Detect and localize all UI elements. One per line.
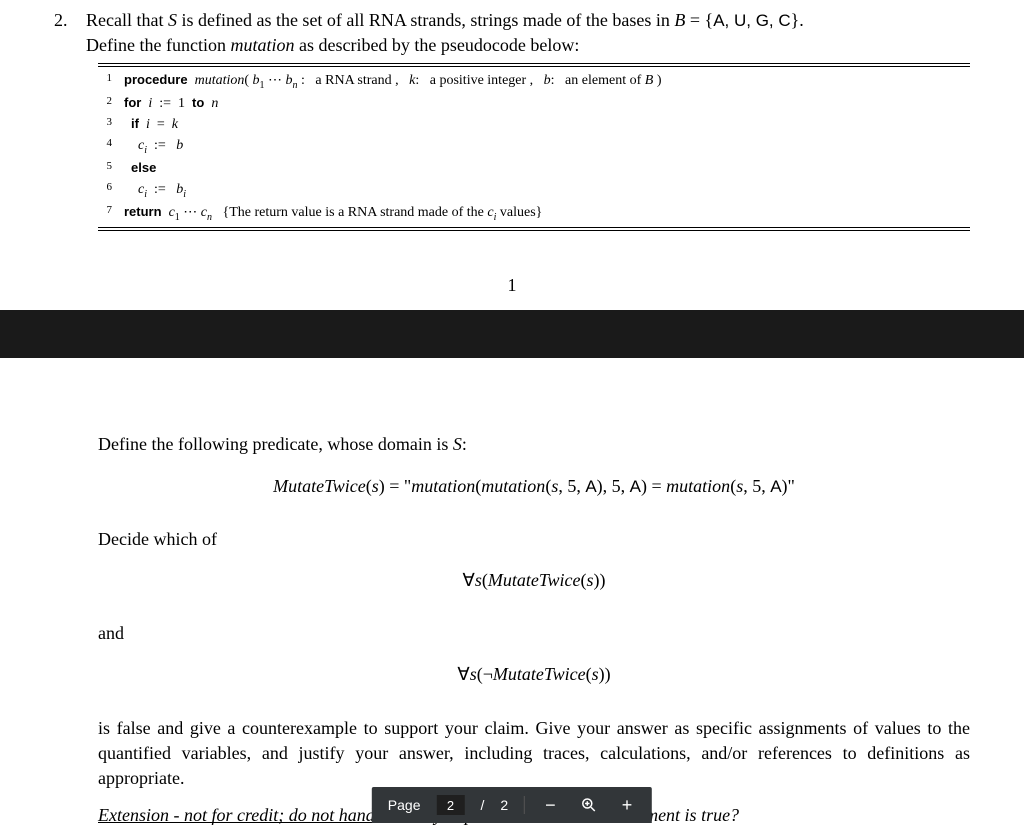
- line-number: 5: [98, 158, 124, 179]
- line-number: 1: [98, 70, 124, 93]
- q-close: }.: [791, 10, 804, 30]
- decide-text: Decide which of: [98, 527, 970, 552]
- toolbar-divider: [524, 796, 525, 814]
- pseudocode-block: 1procedure mutation( b1 ⋯ bn : a RNA str…: [98, 63, 970, 231]
- code-body: return c1 ⋯ cn {The return value is a RN…: [124, 202, 542, 225]
- question-header: 2. Recall that S is defined as the set o…: [54, 8, 970, 57]
- code-body: if i = k: [124, 114, 178, 135]
- q-S: S: [168, 10, 177, 30]
- predicate-equation: MutateTwice(s) = "mutation(mutation(s, 5…: [98, 474, 970, 499]
- line-number: 3: [98, 114, 124, 135]
- justify-text: is false and give a counterexample to su…: [98, 716, 970, 792]
- line-number: 7: [98, 202, 124, 225]
- code-line: 1procedure mutation( b1 ⋯ bn : a RNA str…: [98, 70, 970, 93]
- predicate-intro: Define the following predicate, whose do…: [98, 432, 970, 457]
- q-line2-a: Define the function: [86, 35, 230, 55]
- line-number: 2: [98, 93, 124, 114]
- pred-intro-a: Define the following predicate, whose do…: [98, 434, 453, 454]
- code-line: 4 ci := b: [98, 135, 970, 158]
- pred-intro-S: S: [453, 434, 462, 454]
- code-body: ci := b: [124, 135, 183, 158]
- forall-1: ∀s(MutateTwice(s)): [98, 568, 970, 593]
- code-line: 6 ci := bi: [98, 179, 970, 202]
- page-number-top: 1: [54, 275, 970, 296]
- question-number: 2.: [54, 8, 76, 57]
- line-number: 6: [98, 179, 124, 202]
- pred-intro-b: :: [462, 434, 467, 454]
- page-number-input[interactable]: [436, 795, 464, 815]
- q-line2-b: as described by the pseudocode below:: [294, 35, 579, 55]
- lower-page-content: Define the following predicate, whose do…: [0, 358, 1024, 828]
- code-line: 2for i := 1 to n: [98, 93, 970, 114]
- zoom-reset-button[interactable]: [576, 796, 602, 814]
- page-label: Page: [388, 797, 421, 813]
- q-line1-b: is defined as the set of all RNA strands…: [177, 10, 674, 30]
- pdf-viewer-toolbar: Page / 2 − +: [372, 787, 652, 823]
- q-bases: A, U, G, C: [713, 11, 790, 30]
- line-number: 4: [98, 135, 124, 158]
- q-fn: mutation: [230, 35, 294, 55]
- page-total: 2: [500, 797, 508, 813]
- code-body: else: [124, 158, 156, 179]
- code-body: ci := bi: [124, 179, 186, 202]
- code-body: procedure mutation( b1 ⋯ bn : a RNA stra…: [124, 70, 661, 93]
- q-B: B: [674, 10, 685, 30]
- code-line: 3 if i = k: [98, 114, 970, 135]
- code-body: for i := 1 to n: [124, 93, 218, 114]
- zoom-out-button[interactable]: −: [541, 796, 560, 814]
- page-sep: /: [480, 797, 484, 813]
- dark-separator-band: ​: [0, 310, 1024, 358]
- question-text: Recall that S is defined as the set of a…: [86, 8, 970, 57]
- zoom-in-button[interactable]: +: [618, 796, 637, 814]
- q-line1-a: Recall that: [86, 10, 168, 30]
- code-line: 5 else: [98, 158, 970, 179]
- q-eq: = {: [685, 10, 713, 30]
- forall-2: ∀s(¬MutateTwice(s)): [98, 662, 970, 687]
- code-line: 7return c1 ⋯ cn {The return value is a R…: [98, 202, 970, 225]
- and-text: and: [98, 621, 970, 646]
